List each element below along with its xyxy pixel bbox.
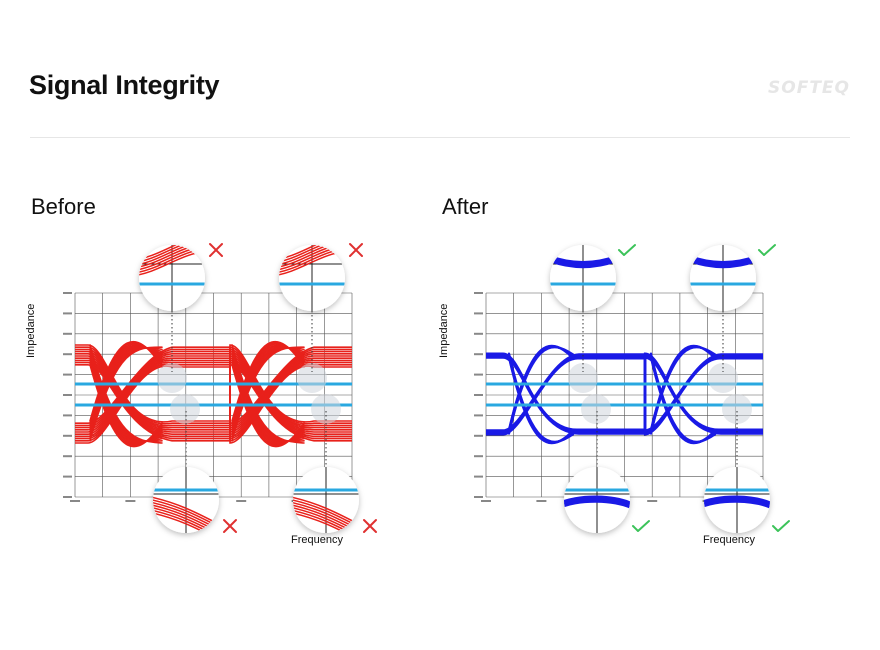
magnifier-callout: [293, 467, 359, 533]
leader-lines: [171, 311, 327, 465]
magnifier-callout: [139, 245, 205, 311]
check-icon: [758, 244, 776, 256]
before-panel-title: Before: [31, 194, 96, 219]
header-divider: [30, 137, 850, 138]
magnifier-callout: [704, 467, 770, 533]
eye-traces: [75, 340, 352, 448]
cross-icon: [209, 243, 223, 257]
magnifier-callout: [550, 245, 616, 311]
crossing-highlights: [568, 363, 752, 424]
brand-logo: SOFTEQ: [768, 78, 850, 98]
cross-icon: [349, 243, 363, 257]
after-panel-title: After: [442, 194, 489, 219]
magnifier-callout: [279, 245, 345, 311]
cross-icon: [223, 519, 237, 533]
page-title: Signal Integrity: [29, 70, 220, 100]
crossing-highlights: [157, 363, 341, 424]
magnifier-callout: [564, 467, 630, 533]
check-icon: [632, 520, 650, 532]
check-icon: [618, 244, 636, 256]
grid: [485, 292, 764, 498]
before-x-axis-label: Frequency: [291, 534, 343, 546]
after-x-axis-label: Frequency: [703, 534, 755, 546]
check-icon: [772, 520, 790, 532]
after-eye-diagram: [474, 244, 790, 533]
magnifier-callout: [690, 245, 756, 311]
before-eye-diagram: [63, 243, 377, 533]
leader-lines: [582, 311, 738, 465]
cross-icon: [363, 519, 377, 533]
